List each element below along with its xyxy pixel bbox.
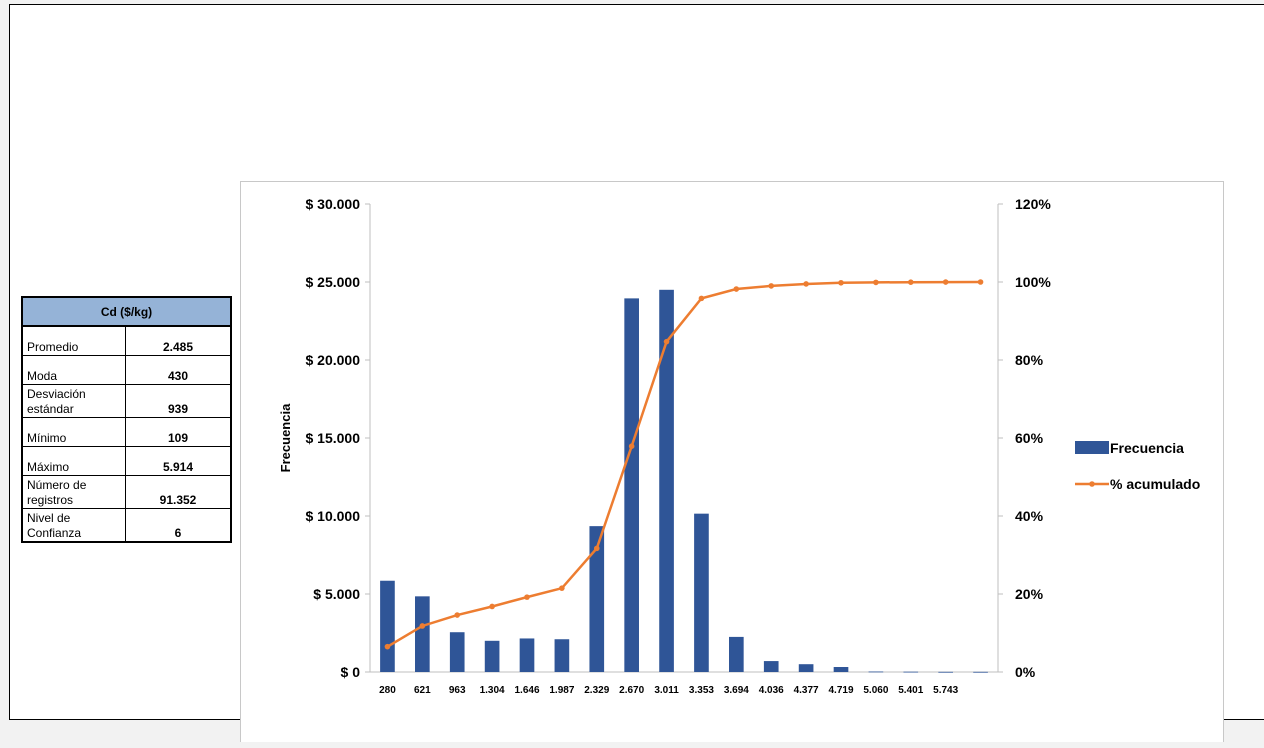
cumulative-point (489, 603, 495, 610)
bar (659, 289, 674, 672)
y-axis-title: Frecuencia (278, 403, 293, 472)
y2-tick-label: 100% (1015, 274, 1051, 290)
cumulative-point (628, 443, 635, 449)
y2-tick-label: 60% (1015, 430, 1044, 446)
stats-value: 91.352 (125, 475, 232, 509)
stats-table: Cd ($/kg) Promedio 2.485 Moda 430 Desvia… (21, 296, 232, 543)
bar (415, 596, 430, 672)
cumulative-point (593, 545, 600, 552)
stats-value: 2.485 (125, 325, 232, 356)
x-tick-label: 621 (414, 685, 431, 696)
stats-row: Mínimo 109 (21, 417, 232, 447)
y2-tick-label: 40% (1015, 508, 1044, 524)
cumulative-point (524, 594, 530, 600)
x-tick-label: 280 (379, 685, 396, 696)
x-tick-label: 3.353 (689, 685, 714, 696)
stats-label: Desviación estándar (21, 384, 126, 418)
cumulative-point (419, 623, 426, 629)
legend-label: Frecuencia (1110, 440, 1184, 456)
y-tick-label: $ 5.000 (313, 586, 360, 602)
bar (589, 526, 605, 672)
cumulative-point (559, 585, 565, 591)
y2-tick-label: 120% (1015, 196, 1051, 212)
x-tick-label: 2.670 (619, 685, 644, 696)
y2-tick-label: 20% (1015, 586, 1044, 602)
x-tick-label: 1.987 (549, 685, 574, 696)
stats-label: Nivel de Confianza (21, 508, 126, 543)
cumulative-point (873, 279, 879, 286)
stats-row: Nivel de Confianza 6 (21, 508, 232, 543)
bar (798, 664, 814, 672)
stats-value: 939 (125, 384, 232, 418)
cumulative-point (768, 283, 775, 289)
stats-value: 6 (125, 508, 232, 543)
legend-swatch-point (1089, 481, 1095, 487)
stats-value: 430 (125, 355, 232, 385)
x-tick-label: 5.401 (898, 685, 923, 696)
stats-row: Moda 430 (21, 355, 232, 385)
cumulative-point (384, 643, 391, 650)
stats-value: 109 (125, 417, 232, 447)
cumulative-point (733, 286, 740, 292)
bar (868, 671, 884, 673)
stats-label: Número de registros (21, 475, 126, 509)
cumulative-point (907, 279, 914, 285)
y-tick-label: $ 10.000 (306, 508, 361, 524)
bar (624, 298, 639, 672)
stats-label: Promedio (21, 325, 126, 356)
bar (763, 661, 779, 672)
x-tick-label: 3.694 (724, 685, 749, 696)
stats-label: Máximo (21, 446, 126, 476)
stats-row: Desviación estándar 939 (21, 384, 232, 418)
legend-label: % acumulado (1110, 476, 1200, 492)
bar (833, 667, 849, 672)
x-tick-label: 5.743 (933, 685, 958, 696)
bar (729, 636, 744, 672)
cumulative-line (386, 280, 981, 648)
x-tick-label: 1.304 (480, 685, 505, 696)
cumulative-point (838, 279, 844, 286)
stats-header: Cd ($/kg) (21, 296, 232, 327)
y2-tick-label: 0% (1015, 664, 1036, 680)
stats-value: 5.914 (125, 446, 232, 476)
x-tick-label: 4.377 (794, 685, 819, 696)
stats-label: Mínimo (21, 417, 126, 447)
y-tick-label: $ 0 (341, 664, 361, 680)
bar (694, 513, 709, 672)
x-tick-label: 4.719 (828, 685, 853, 696)
bar (380, 580, 395, 672)
y-tick-label: $ 25.000 (306, 274, 361, 290)
chart-svg: $ 0 $ 5.000 $ 10.000 $ 15.000 $ 20.000 $ 25.0… (278, 196, 1200, 696)
bar (903, 671, 919, 673)
stats-label: Moda (21, 355, 126, 385)
cumulative-point (803, 281, 809, 287)
bar (973, 671, 988, 673)
bar (554, 639, 570, 672)
legend-swatch-bar (1075, 441, 1109, 454)
histogram-chart: $ 0 $ 5.000 $ 10.000 $ 15.000 $ 20.000 $ 25.0… (240, 181, 1224, 742)
cumulative-point (977, 279, 984, 285)
cumulative-point (663, 338, 670, 345)
bar (938, 671, 953, 673)
y-tick-label: $ 15.000 (306, 430, 361, 446)
x-tick-label: 3.011 (654, 685, 679, 696)
x-tick-label: 4.036 (759, 685, 784, 696)
bar (449, 632, 465, 672)
stats-row: Número de registros 91.352 (21, 475, 232, 509)
x-tick-label: 1.646 (514, 685, 539, 696)
cumulative-point (454, 612, 461, 618)
x-tick-label: 963 (449, 685, 466, 696)
stats-row: Promedio 2.485 (21, 325, 232, 356)
cumulative-point (942, 279, 949, 285)
x-tick-label: 5.060 (863, 685, 888, 696)
bar (484, 640, 500, 672)
x-tick-label: 2.329 (584, 685, 609, 696)
cumulative-point (698, 295, 705, 302)
y-tick-label: $ 20.000 (306, 352, 361, 368)
bar (519, 638, 535, 672)
y2-tick-label: 80% (1015, 352, 1044, 368)
y-tick-label: $ 30.000 (306, 196, 361, 212)
stats-row: Máximo 5.914 (21, 446, 232, 476)
